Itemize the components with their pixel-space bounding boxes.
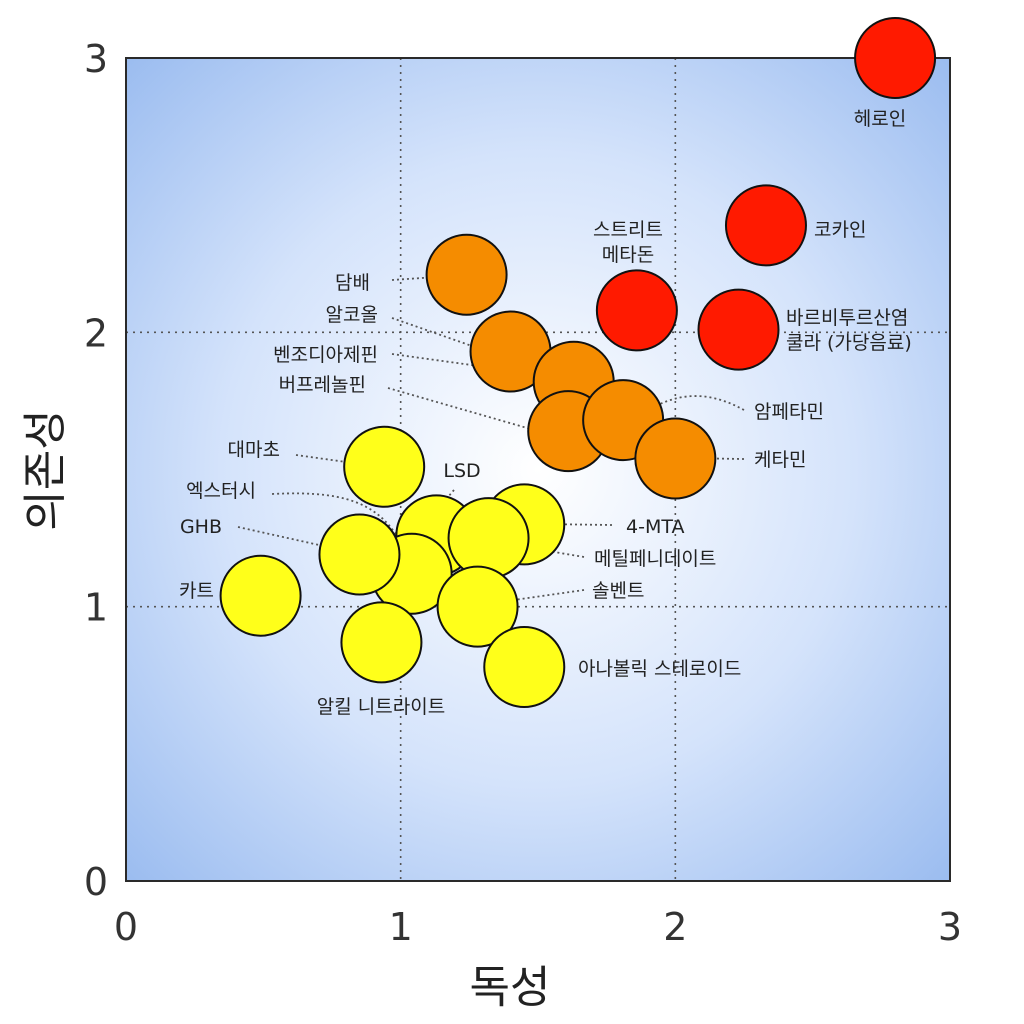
- point-label: 대마초: [228, 439, 280, 461]
- bubble-orange: [634, 417, 717, 500]
- bubble-yellow: [343, 425, 426, 508]
- x-axis-title: 독성: [470, 962, 551, 1013]
- point-label: 4-MTA: [626, 516, 684, 538]
- point-label: 메틸페니데이트: [594, 548, 716, 570]
- point-label: 담배: [335, 272, 370, 294]
- bubble-yellow: [483, 626, 566, 709]
- x-tick-label: 3: [938, 905, 962, 949]
- leader-line: [391, 317, 473, 347]
- plot-area: [126, 58, 950, 881]
- point-label: 알코올: [326, 304, 378, 326]
- point-label: 벤조디아제핀: [273, 344, 378, 366]
- leader-line: [540, 523, 613, 526]
- y-axis-title: 의존성: [20, 409, 71, 530]
- x-tick-label: 2: [663, 905, 687, 949]
- axis-ticks: 0 1 2 3 0 1 2 3: [84, 37, 962, 949]
- bubble-red: [595, 269, 678, 352]
- bubble-yellow: [318, 513, 401, 596]
- bubble-yellow: [436, 565, 519, 648]
- bubble-yellow: [219, 554, 302, 637]
- bubble-red: [724, 184, 807, 267]
- x-tick-label: 1: [389, 905, 413, 949]
- bubbles: [219, 17, 937, 709]
- bubble-orange: [425, 233, 508, 316]
- point-label: 솔벤트: [592, 580, 644, 602]
- point-label: GHB: [180, 516, 222, 538]
- leader-line: [679, 457, 745, 460]
- y-tick-label: 3: [84, 37, 108, 81]
- y-tick-label: 0: [84, 860, 108, 904]
- point-label: LSD: [443, 460, 480, 482]
- y-tick-label: 2: [84, 311, 108, 355]
- bubble-yellow: [340, 601, 423, 684]
- grid-lines: [126, 58, 950, 881]
- plot-frame: [125, 57, 951, 882]
- point-label: 카트: [179, 580, 214, 602]
- point-label: 코카인: [814, 219, 866, 241]
- point-label: 스트리트 메타돈: [593, 219, 663, 266]
- point-label: 알킬 니트라이트: [317, 696, 445, 718]
- point-label: 엑스터시: [186, 480, 256, 502]
- bubble-yellow: [447, 497, 530, 580]
- bubble-red: [854, 17, 937, 99]
- point-label: 헤로인: [854, 108, 906, 130]
- point-label: 바르비투르산염 쿨라 (가당음료): [786, 307, 912, 354]
- point-label: 버프레놀핀: [279, 374, 366, 396]
- x-tick-label: 0: [114, 905, 138, 949]
- y-tick-label: 1: [84, 586, 108, 630]
- point-label: 아나볼릭 스테로이드: [578, 658, 741, 680]
- point-label: 암페타민: [754, 401, 824, 423]
- bubble-red: [697, 288, 780, 371]
- point-label: 케타민: [754, 449, 806, 471]
